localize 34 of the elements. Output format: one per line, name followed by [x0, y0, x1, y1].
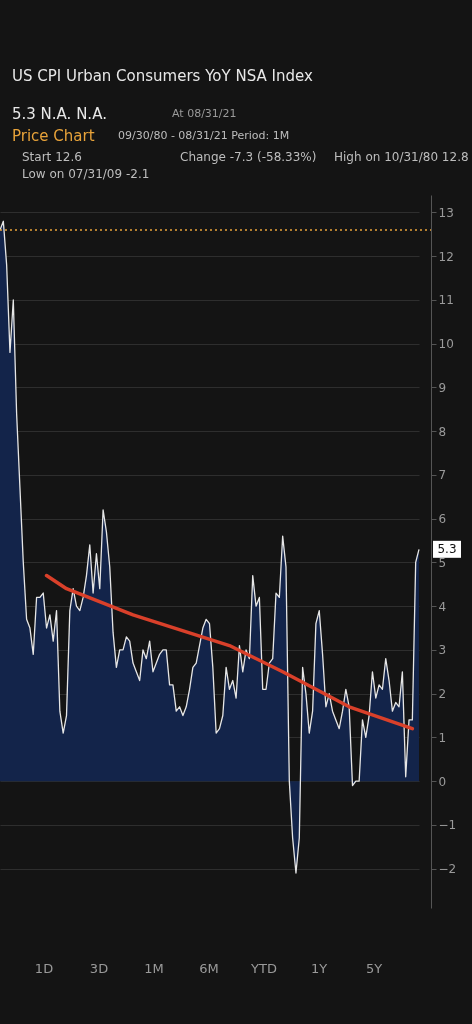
- y-tick-label: 4: [438, 599, 447, 614]
- y-tick-label: 0: [438, 774, 447, 789]
- y-tick-label: −1: [438, 818, 457, 833]
- text: YTD: [250, 961, 277, 976]
- text: 5.3: [437, 542, 457, 557]
- y-tick-label: 1: [438, 730, 447, 745]
- y-tick-label: 3: [438, 643, 447, 658]
- chart-subtitle: 5.3 N.A. N.A.: [12, 105, 107, 123]
- chart-title: US CPI Urban Consumers YoY NSA Index: [12, 67, 313, 85]
- text: Change -7.3 (-58.33%): [180, 150, 317, 164]
- y-tick-label: 2: [438, 687, 447, 702]
- y-tick-label: 6: [438, 512, 447, 527]
- y-tick-label: 10: [438, 337, 454, 352]
- text: Price Chart: [12, 127, 95, 145]
- y-tick-label: 9: [438, 380, 447, 395]
- y-tick-label: 7: [438, 468, 447, 483]
- line-series: [44, 573, 415, 731]
- text: 09/30/80 - 08/31/21 Period: 1M: [118, 129, 290, 142]
- text: Start 12.6: [22, 150, 82, 164]
- y-tick-label: 5: [438, 555, 447, 570]
- text: 1Y: [310, 961, 328, 976]
- y-tick-label: 8: [438, 424, 447, 439]
- y-tick-label: 12: [438, 249, 454, 264]
- text: 6M: [199, 961, 219, 976]
- text: 1D: [34, 961, 54, 976]
- text: High on 10/31/80 12.8: [334, 150, 469, 164]
- y-tick-label: −2: [438, 862, 457, 877]
- y-tick-label: 13: [438, 206, 454, 220]
- text: At 08/31/21: [172, 107, 237, 120]
- text: 3D: [89, 961, 109, 976]
- text: 1M: [144, 961, 164, 976]
- text: Low on 07/31/09 -2.1: [22, 167, 150, 181]
- text: 5Y: [365, 961, 383, 976]
- y-tick-label: 11: [438, 293, 454, 308]
